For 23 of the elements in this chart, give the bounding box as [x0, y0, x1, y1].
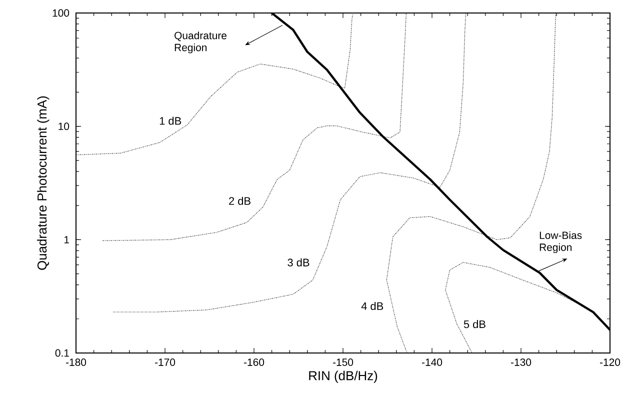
x-axis-title: RIN (dB/Hz): [309, 370, 378, 383]
annotation: Low-Bias Region: [540, 231, 582, 254]
x-tick-label: -180: [66, 358, 86, 366]
line-series: [102, 12, 406, 241]
x-tick-label: -120: [600, 358, 620, 366]
y-tick-label: 100: [52, 9, 70, 17]
x-tick-label: -160: [244, 358, 264, 366]
series-label: 3 dB: [288, 258, 310, 266]
x-tick-label: -150: [333, 358, 354, 366]
series-label: 1 dB: [160, 116, 182, 125]
x-tick-label: -140: [422, 358, 442, 366]
series-label: 2 dB: [229, 196, 250, 205]
series-label: 5 dB: [464, 320, 486, 328]
x-tick-label: -170: [155, 358, 176, 366]
line-series: [76, 12, 354, 156]
y-tick-label: 10: [58, 122, 70, 130]
annotation: Quadrature Region: [174, 32, 226, 54]
y-tick-label: 0.1: [55, 349, 69, 357]
series-label: 4 dB: [361, 302, 384, 310]
y-axis-title: Quadrature Photocurrent (mA): [37, 96, 50, 270]
x-tick-label: -130: [511, 358, 532, 366]
line-series: [113, 12, 466, 312]
y-tick-label: 1: [64, 236, 69, 244]
